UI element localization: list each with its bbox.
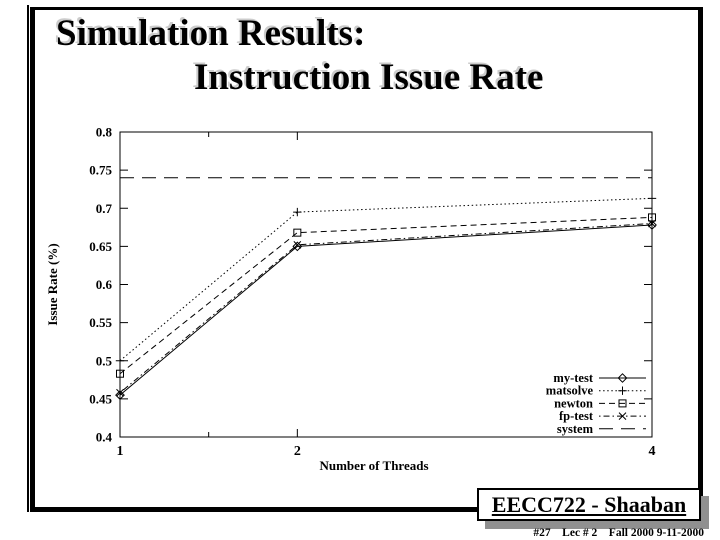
slide-title-line1: Simulation Results:: [56, 13, 366, 54]
y-tick-label: 0.75: [89, 163, 112, 178]
legend-label-my-test: my-test: [553, 371, 593, 385]
legend-label-newton: newton: [554, 396, 593, 410]
series-marker-newton: [116, 369, 124, 378]
y-tick-label: 0.65: [89, 239, 112, 254]
series-marker-newton: [648, 213, 656, 222]
series-marker-fp-test: [116, 388, 124, 397]
x-tick-label: 2: [294, 444, 301, 459]
legend-label-system: system: [557, 422, 594, 436]
y-tick-label: 0.45: [89, 391, 112, 406]
x-tick-label: 1: [117, 444, 124, 459]
y-tick-label: 0.5: [96, 353, 113, 368]
series-marker-newton: [293, 228, 302, 237]
slide-left-accent-line: [27, 5, 29, 512]
x-axis-title: Number of Threads: [319, 458, 428, 473]
series-marker-fp-test: [648, 219, 656, 228]
series-line-matsolve: [119, 197, 653, 362]
series-line-newton: [119, 216, 653, 375]
series-line-fp-test: [119, 223, 653, 394]
legend-marker-fp-test: [618, 412, 627, 420]
series-marker-matsolve: [293, 207, 302, 217]
series-marker-matsolve: [115, 356, 125, 365]
series-marker-my-test: [115, 390, 125, 400]
y-tick-label: 0.7: [96, 201, 113, 216]
y-tick-label: 0.6: [96, 277, 113, 292]
series-line-my-test: [119, 224, 653, 396]
legend-label-matsolve: matsolve: [546, 384, 594, 398]
footer-course-label: EECC722 - Shaaban: [491, 491, 687, 517]
legend-label-fp-test: fp-test: [559, 409, 594, 423]
slide-title-line2: Instruction Issue Rate: [194, 57, 544, 98]
legend-marker-newton: [618, 399, 627, 408]
y-axis-title: Issue Rate (%): [45, 243, 60, 325]
series-marker-fp-test: [293, 240, 302, 249]
y-tick-label: 0.55: [89, 315, 112, 330]
footer-course-box: EECC722 - Shaaban: [477, 488, 701, 521]
footer-lecture-info: #27 Lec # 2 Fall 2000 9-11-2000: [533, 527, 704, 539]
legend-marker-matsolve: [618, 386, 627, 395]
legend-marker-my-test: [617, 373, 628, 383]
y-tick-label: 0.8: [96, 125, 113, 140]
slide-frame: [30, 7, 703, 512]
series-marker-matsolve: [647, 194, 657, 203]
y-tick-label: 0.4: [96, 430, 113, 445]
x-tick-label: 4: [649, 444, 656, 459]
